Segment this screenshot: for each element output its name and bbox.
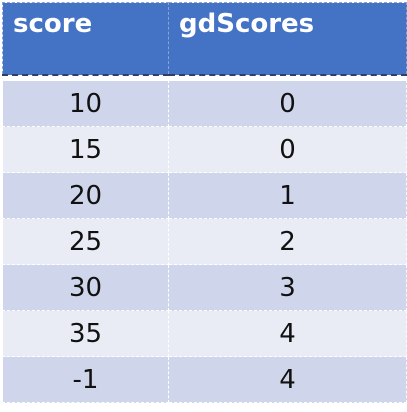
header-gdscores[interactable]: gdScores bbox=[168, 2, 407, 76]
table-row: 25 2 bbox=[2, 218, 407, 265]
table-row: 10 0 bbox=[2, 80, 407, 127]
table-row: 20 1 bbox=[2, 172, 407, 219]
cell-gdscores: 3 bbox=[168, 264, 407, 311]
cell-gdscores: 0 bbox=[168, 80, 407, 127]
cell-score: 25 bbox=[2, 218, 169, 265]
header-score[interactable]: score bbox=[2, 2, 169, 76]
table-row: 35 4 bbox=[2, 310, 407, 357]
cell-gdscores: 1 bbox=[168, 172, 407, 219]
cell-score: 15 bbox=[2, 126, 169, 173]
cell-score: 10 bbox=[2, 80, 169, 127]
cell-gdscores: 4 bbox=[168, 356, 407, 403]
cell-gdscores: 0 bbox=[168, 126, 407, 173]
cell-score: 35 bbox=[2, 310, 169, 357]
cell-score: -1 bbox=[2, 356, 169, 403]
cell-score: 30 bbox=[2, 264, 169, 311]
cell-gdscores: 4 bbox=[168, 310, 407, 357]
data-table-container: score gdScores 10 0 15 0 20 1 25 2 bbox=[2, 2, 407, 403]
header-row: score gdScores bbox=[2, 2, 407, 76]
table-row: -1 4 bbox=[2, 356, 407, 403]
cell-gdscores: 2 bbox=[168, 218, 407, 265]
score-table: score gdScores 10 0 15 0 20 1 25 2 bbox=[2, 2, 407, 403]
table-row: 15 0 bbox=[2, 126, 407, 173]
table-row: 30 3 bbox=[2, 264, 407, 311]
cell-score: 20 bbox=[2, 172, 169, 219]
header-separator bbox=[2, 74, 407, 81]
